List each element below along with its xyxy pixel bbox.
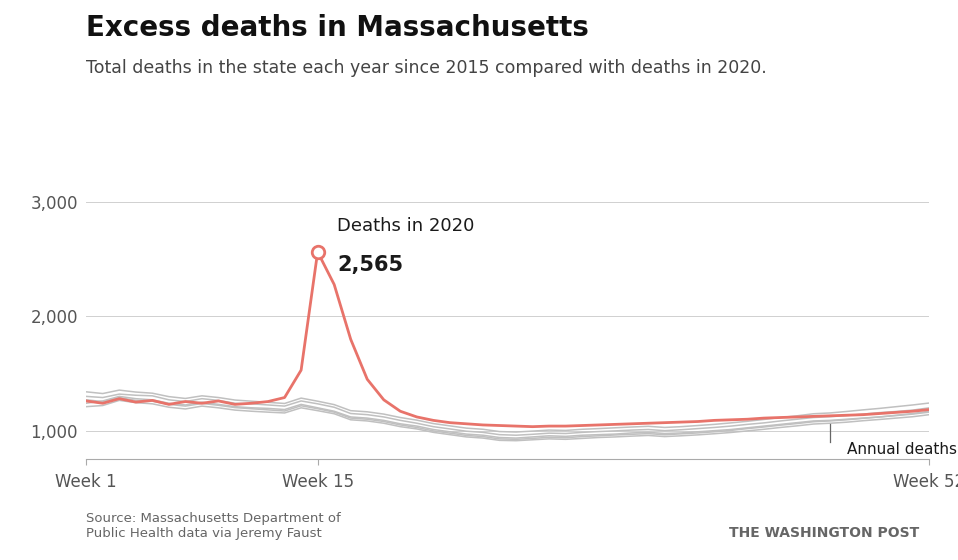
Text: Annual deaths from 2015 to 2019: Annual deaths from 2015 to 2019 [847, 442, 958, 457]
Text: THE WASHINGTON POST: THE WASHINGTON POST [729, 526, 920, 540]
Text: Deaths in 2020: Deaths in 2020 [337, 217, 475, 235]
Text: 2,565: 2,565 [337, 255, 403, 276]
Text: Total deaths in the state each year since 2015 compared with deaths in 2020.: Total deaths in the state each year sinc… [86, 59, 767, 77]
Text: Excess deaths in Massachusetts: Excess deaths in Massachusetts [86, 14, 589, 42]
Text: Source: Massachusetts Department of
Public Health data via Jeremy Faust: Source: Massachusetts Department of Publ… [86, 512, 341, 540]
